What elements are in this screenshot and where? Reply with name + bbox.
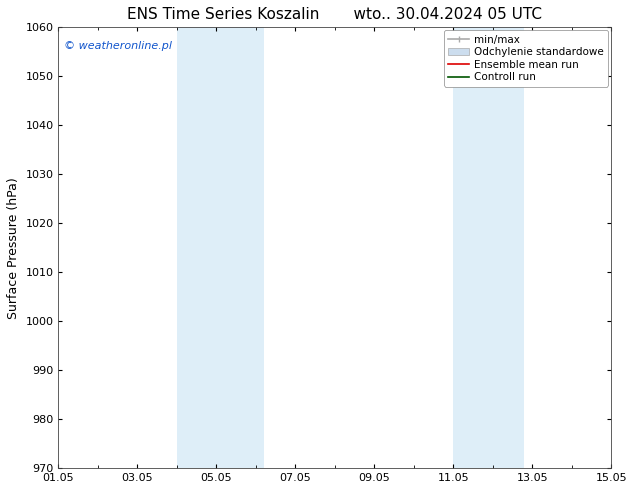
- Y-axis label: Surface Pressure (hPa): Surface Pressure (hPa): [7, 177, 20, 318]
- Legend: min/max, Odchylenie standardowe, Ensemble mean run, Controll run: min/max, Odchylenie standardowe, Ensembl…: [444, 30, 608, 87]
- Bar: [453, 27, 524, 468]
- Title: ENS Time Series Koszalin       wto.. 30.04.2024 05 UTC: ENS Time Series Koszalin wto.. 30.04.202…: [127, 7, 542, 22]
- Bar: [177, 27, 264, 468]
- Text: © weatheronline.pl: © weatheronline.pl: [64, 41, 172, 50]
